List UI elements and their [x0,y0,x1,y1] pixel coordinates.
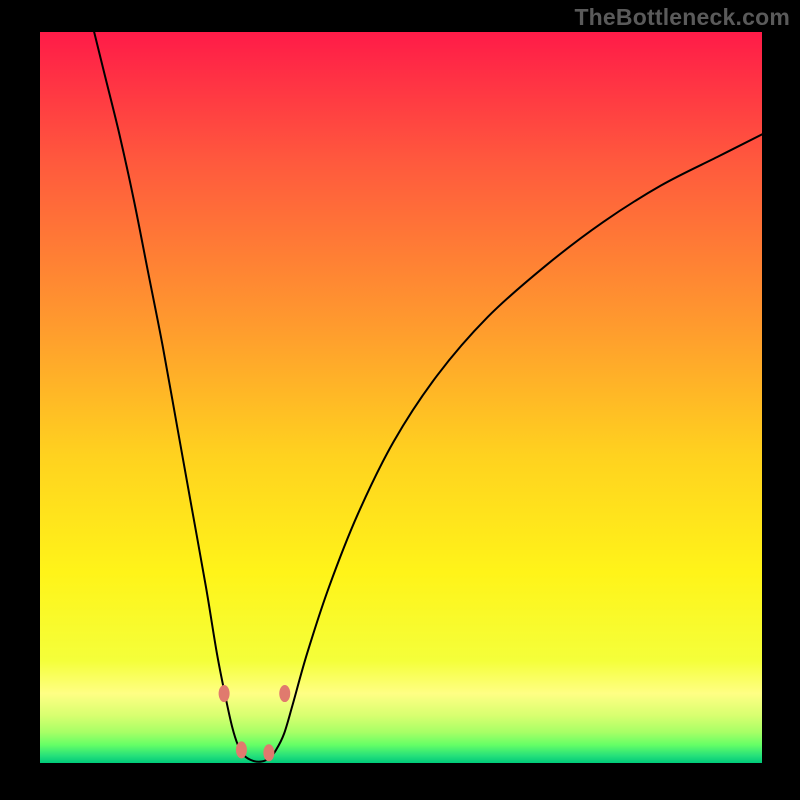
plot-svg [40,32,762,763]
plot-area [40,32,762,763]
marker-0 [219,685,230,702]
chart-frame: TheBottleneck.com [0,0,800,800]
watermark-text: TheBottleneck.com [574,4,790,31]
marker-1 [236,741,247,758]
marker-3 [279,685,290,702]
gradient-background [40,32,762,763]
marker-2 [263,744,274,761]
